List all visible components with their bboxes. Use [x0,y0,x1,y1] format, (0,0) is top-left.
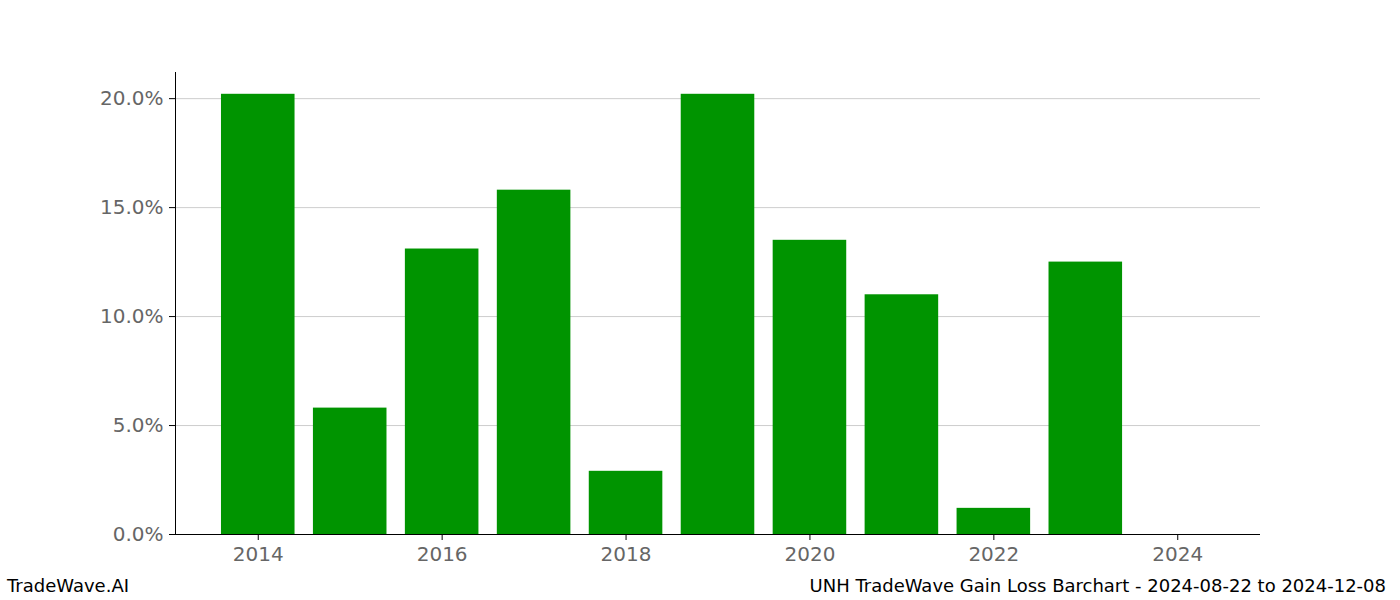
svg-text:20.0%: 20.0% [100,86,164,110]
svg-text:10.0%: 10.0% [100,304,164,328]
svg-text:2024: 2024 [1152,542,1203,566]
svg-text:0.0%: 0.0% [113,522,164,546]
svg-text:2020: 2020 [784,542,835,566]
svg-text:15.0%: 15.0% [100,195,164,219]
html-text:UNH TradeWave Gain Loss Barcha: UNH TradeWave Gain Loss Barchart - 2024-… [809,575,1386,596]
html-text:TradeWave.AI: TradeWave.AI [7,575,129,596]
svg-text:2018: 2018 [601,542,652,566]
svg-text:2022: 2022 [968,542,1019,566]
svg-text:2014: 2014 [233,542,284,566]
svg-text:5.0%: 5.0% [113,413,164,437]
svg-text:2016: 2016 [417,542,468,566]
